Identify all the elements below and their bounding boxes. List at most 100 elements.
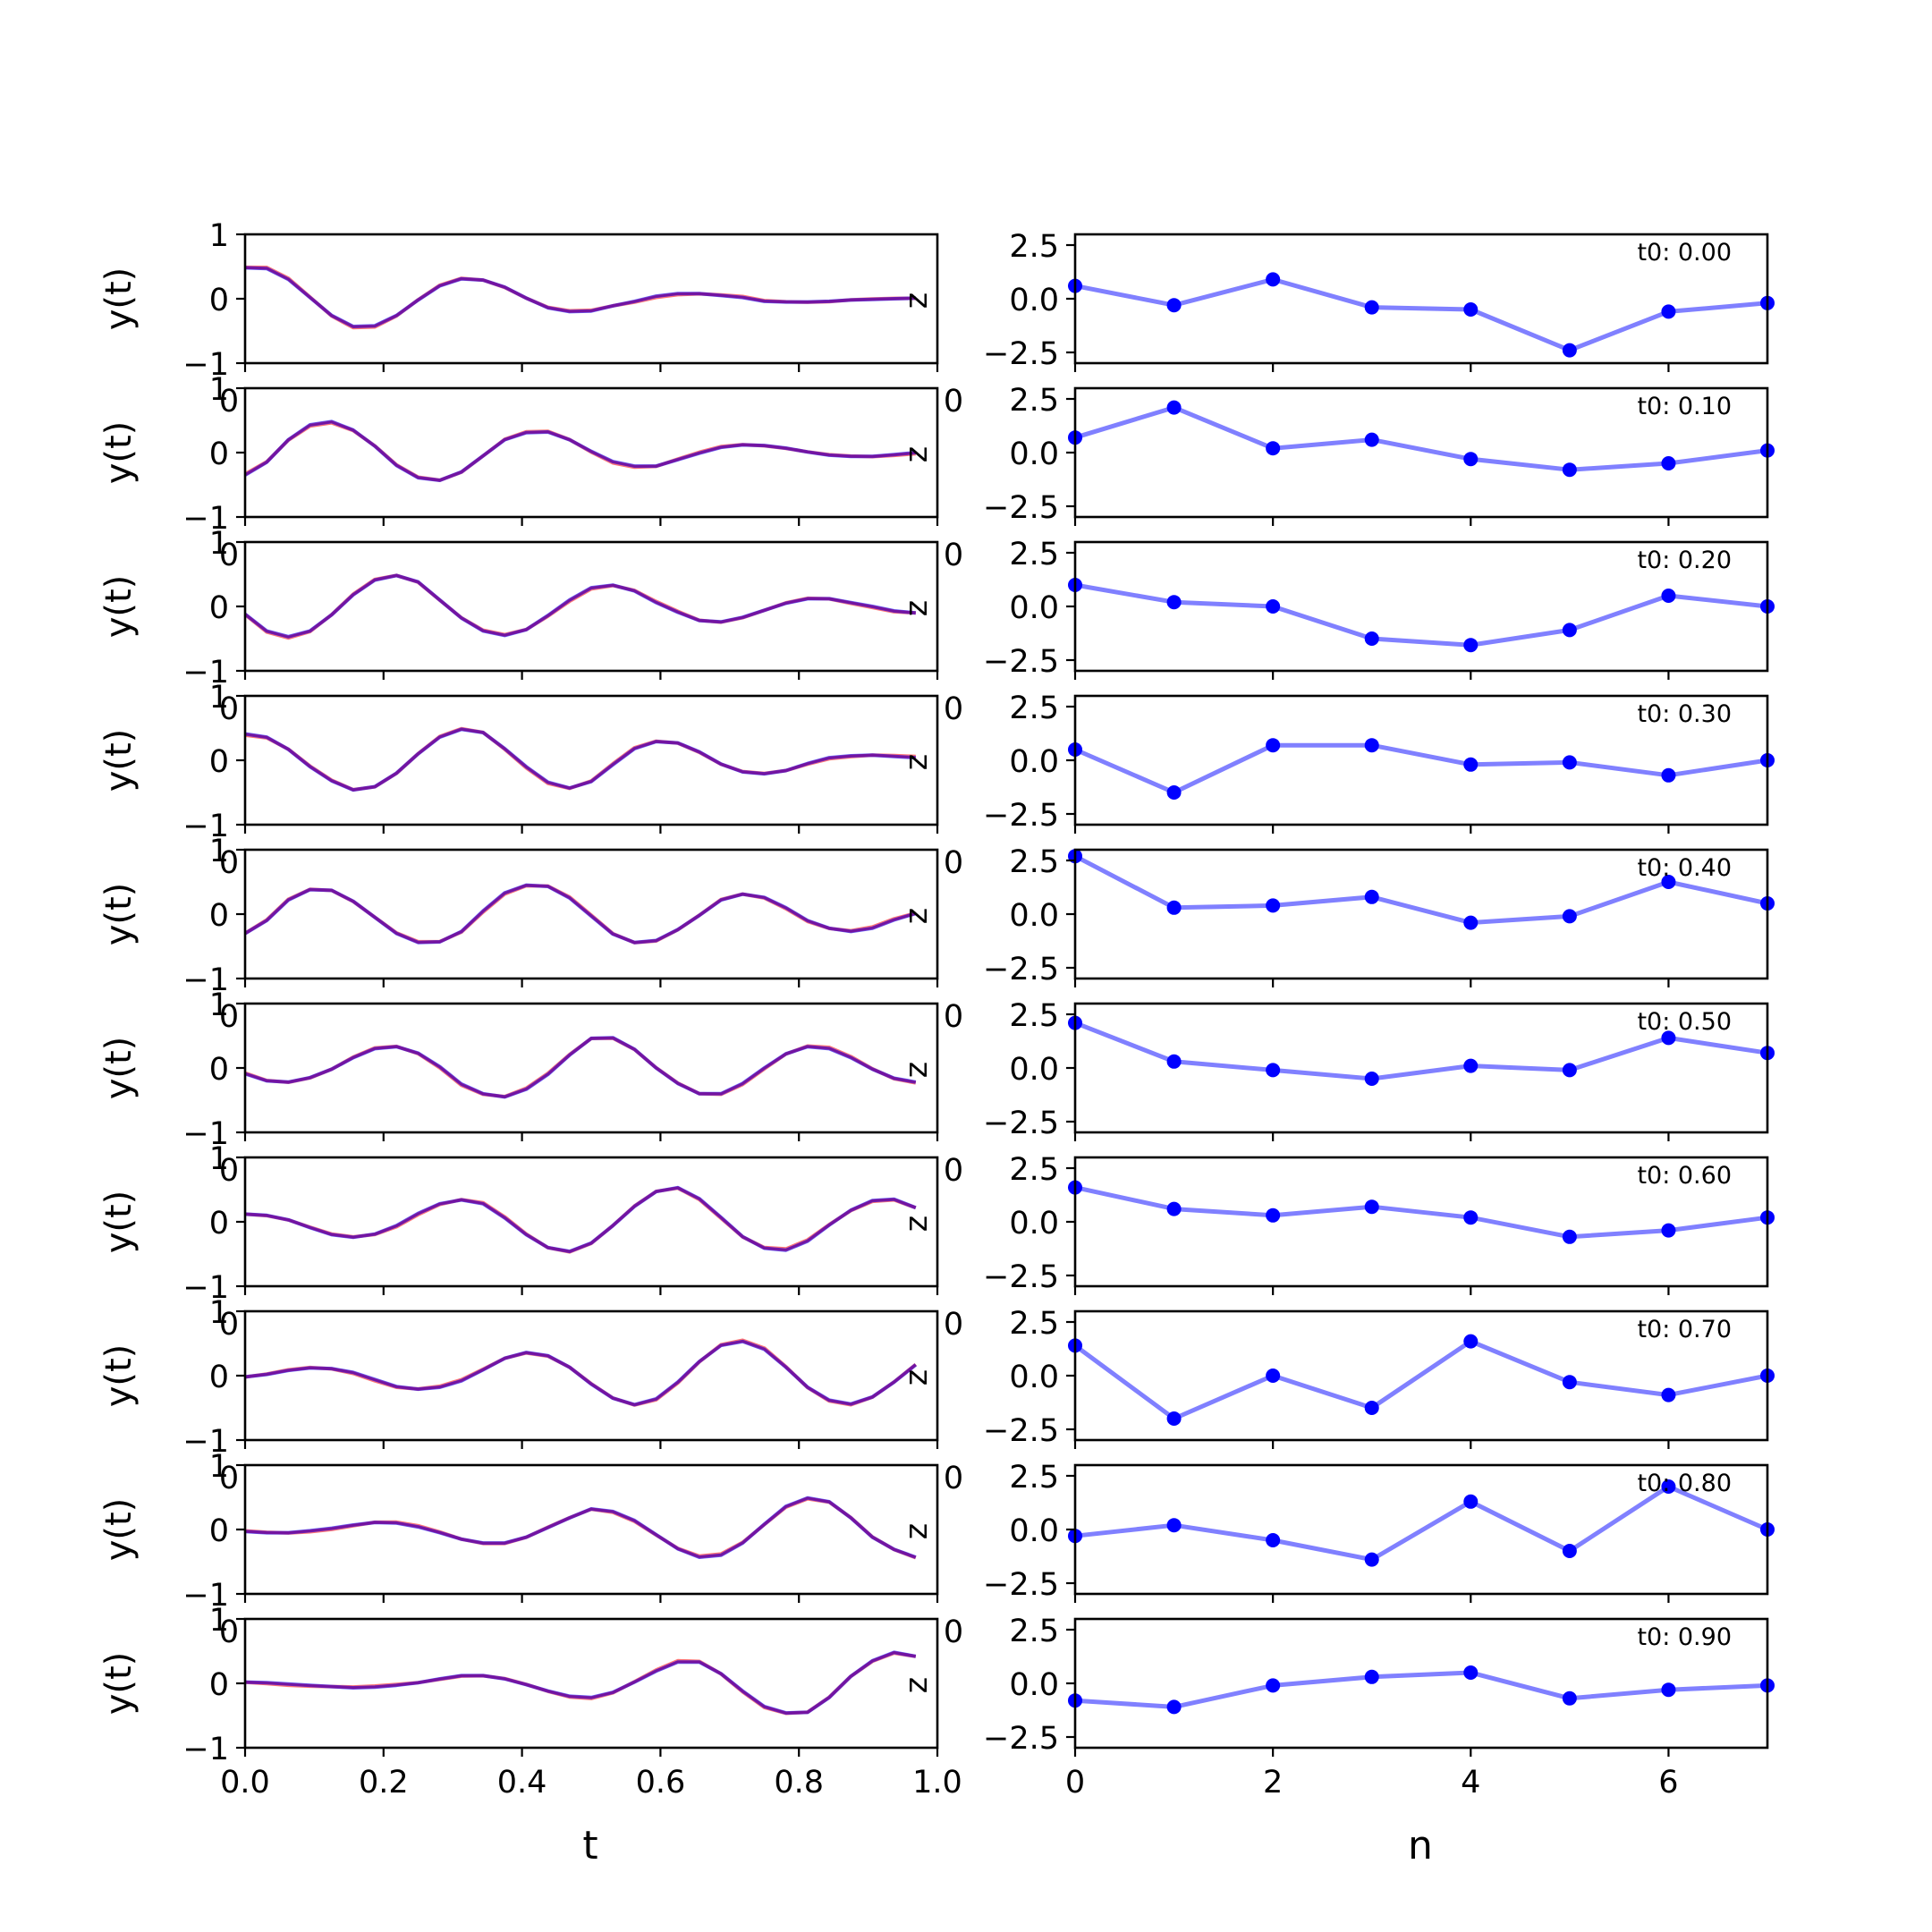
z-series-line bbox=[1073, 853, 1768, 926]
z-series-line bbox=[1074, 742, 1768, 795]
right-y-axis-label: z bbox=[899, 292, 935, 309]
z-point bbox=[1661, 1030, 1676, 1046]
left-x-tick-label: 0.8 bbox=[774, 1765, 824, 1801]
right-y-tick-label: 2.5 bbox=[1009, 383, 1059, 419]
t0-annotation: t0: 0.10 bbox=[1637, 393, 1732, 420]
series-line-red bbox=[244, 1651, 917, 1716]
left-y-tick-label: 1 bbox=[209, 372, 229, 408]
z-point bbox=[1166, 900, 1182, 915]
stray-tick-text: 0 bbox=[944, 1153, 963, 1189]
z-point bbox=[1661, 456, 1676, 470]
right-y-tick-label: 0.0 bbox=[1009, 590, 1059, 626]
right-y-axis-label: z bbox=[899, 600, 935, 616]
series-line-blue bbox=[244, 1650, 917, 1716]
z-series-line bbox=[1073, 1339, 1768, 1421]
right-y-tick-label: 0.0 bbox=[1009, 1052, 1059, 1088]
right-y-tick-label: 0.0 bbox=[1009, 1206, 1059, 1241]
left-axes-frame bbox=[243, 1002, 939, 1134]
z-point bbox=[1463, 1058, 1479, 1073]
left-y-tick-label: −1 bbox=[182, 655, 229, 691]
left-x-tick-label: 0.4 bbox=[497, 1765, 547, 1801]
right-x-axis-label: n bbox=[1408, 1823, 1433, 1868]
left-y-tick-label: 0 bbox=[209, 744, 229, 780]
t0-annotation: t0: 0.70 bbox=[1637, 1316, 1732, 1343]
series-line-blue bbox=[244, 266, 916, 328]
z-point bbox=[1166, 1699, 1182, 1715]
right-y-tick-label: −2.5 bbox=[983, 952, 1059, 987]
stray-tick-text: 0 bbox=[219, 845, 239, 881]
z-point bbox=[1266, 738, 1281, 753]
z-point bbox=[1266, 898, 1281, 913]
series-line-overlap bbox=[244, 1186, 917, 1253]
z-point bbox=[1364, 1072, 1379, 1086]
z-point bbox=[1166, 1518, 1182, 1533]
stray-tick-text: 0 bbox=[219, 1307, 239, 1343]
z-point bbox=[1661, 1682, 1676, 1698]
z-point bbox=[1166, 298, 1182, 313]
series-line-red bbox=[244, 265, 916, 330]
left-y-tick-label: 1 bbox=[209, 987, 229, 1023]
left-y-tick-label: −1 bbox=[182, 501, 229, 537]
left-axes-frame bbox=[243, 540, 939, 673]
series-line-overlap bbox=[244, 884, 917, 945]
z-point bbox=[1562, 343, 1577, 358]
series-line-blue bbox=[243, 883, 917, 945]
left-y-tick-label: −1 bbox=[182, 347, 229, 383]
series-line-red bbox=[244, 1496, 917, 1560]
series-line-overlap bbox=[244, 1036, 917, 1098]
z-point bbox=[1364, 1552, 1379, 1567]
z-point bbox=[1364, 432, 1379, 447]
series-line-blue bbox=[244, 1496, 917, 1559]
right-panel-5: 2.5 0.0 −2.5 t0: 0.40 bbox=[983, 844, 1775, 987]
z-point bbox=[1266, 272, 1281, 287]
z-point bbox=[1364, 1401, 1379, 1415]
z-point bbox=[1166, 1054, 1182, 1069]
left-panel-2: 10−1y(t) z0 0 bbox=[98, 372, 963, 537]
right-y-tick-label: −2.5 bbox=[983, 1567, 1059, 1603]
z-point bbox=[1364, 889, 1379, 904]
t0-annotation: t0: 0.80 bbox=[1637, 1470, 1732, 1497]
right-x-tick-label: 6 bbox=[1658, 1765, 1678, 1801]
left-panel-4: 10−1y(t) z0 0 bbox=[98, 680, 963, 844]
z-series-line bbox=[1074, 1484, 1768, 1563]
t0-annotation: t0: 0.50 bbox=[1637, 1008, 1732, 1036]
z-point bbox=[1661, 1479, 1676, 1494]
z-point bbox=[1562, 1229, 1577, 1244]
series-line-overlap bbox=[244, 1340, 917, 1406]
left-panel-6: 10−1y(t) z0 0 bbox=[98, 987, 963, 1152]
stray-tick-text: 0 bbox=[944, 1307, 963, 1343]
left-y-tick-label: −1 bbox=[182, 1270, 229, 1306]
z-point bbox=[1562, 909, 1577, 924]
right-y-tick-label: 2.5 bbox=[1009, 1152, 1059, 1188]
z-point bbox=[1266, 1533, 1281, 1547]
left-y-tick-label: 1 bbox=[209, 1603, 229, 1639]
series-line-blue bbox=[243, 419, 916, 482]
z-point bbox=[1562, 755, 1577, 770]
right-y-tick-label: 2.5 bbox=[1009, 1306, 1059, 1342]
right-panel-2: 2.5 0.0 −2.5 t0: 0.10 bbox=[983, 383, 1775, 526]
right-y-tick-label: 2.5 bbox=[1009, 1460, 1059, 1496]
left-axes-frame bbox=[243, 233, 939, 365]
z-point bbox=[1661, 1223, 1676, 1238]
z-point bbox=[1364, 738, 1379, 753]
right-x-tick-label: 0 bbox=[1065, 1765, 1085, 1801]
z-point bbox=[1562, 1690, 1577, 1706]
right-y-tick-label: 0.0 bbox=[1009, 283, 1059, 318]
left-y-axis-label: y(t) bbox=[98, 1652, 140, 1716]
left-panel-7: 10−1y(t) z0 0 bbox=[98, 1141, 963, 1306]
z-point bbox=[1266, 599, 1281, 614]
left-y-tick-label: 0 bbox=[209, 1052, 229, 1088]
left-y-tick-label: 1 bbox=[209, 680, 229, 716]
series-line-blue bbox=[244, 1185, 917, 1254]
right-y-tick-label: 0.0 bbox=[1009, 1667, 1059, 1703]
z-series-line bbox=[1074, 405, 1768, 472]
left-y-axis-label: y(t) bbox=[98, 1037, 140, 1100]
right-y-axis-label: z bbox=[899, 1369, 935, 1385]
series-line-red bbox=[244, 1186, 917, 1254]
z-point bbox=[1364, 1199, 1379, 1215]
stray-tick-text: 0 bbox=[944, 384, 963, 419]
z-point bbox=[1661, 767, 1676, 783]
left-y-tick-label: 1 bbox=[209, 526, 229, 562]
left-y-tick-label: 0 bbox=[209, 1513, 229, 1549]
